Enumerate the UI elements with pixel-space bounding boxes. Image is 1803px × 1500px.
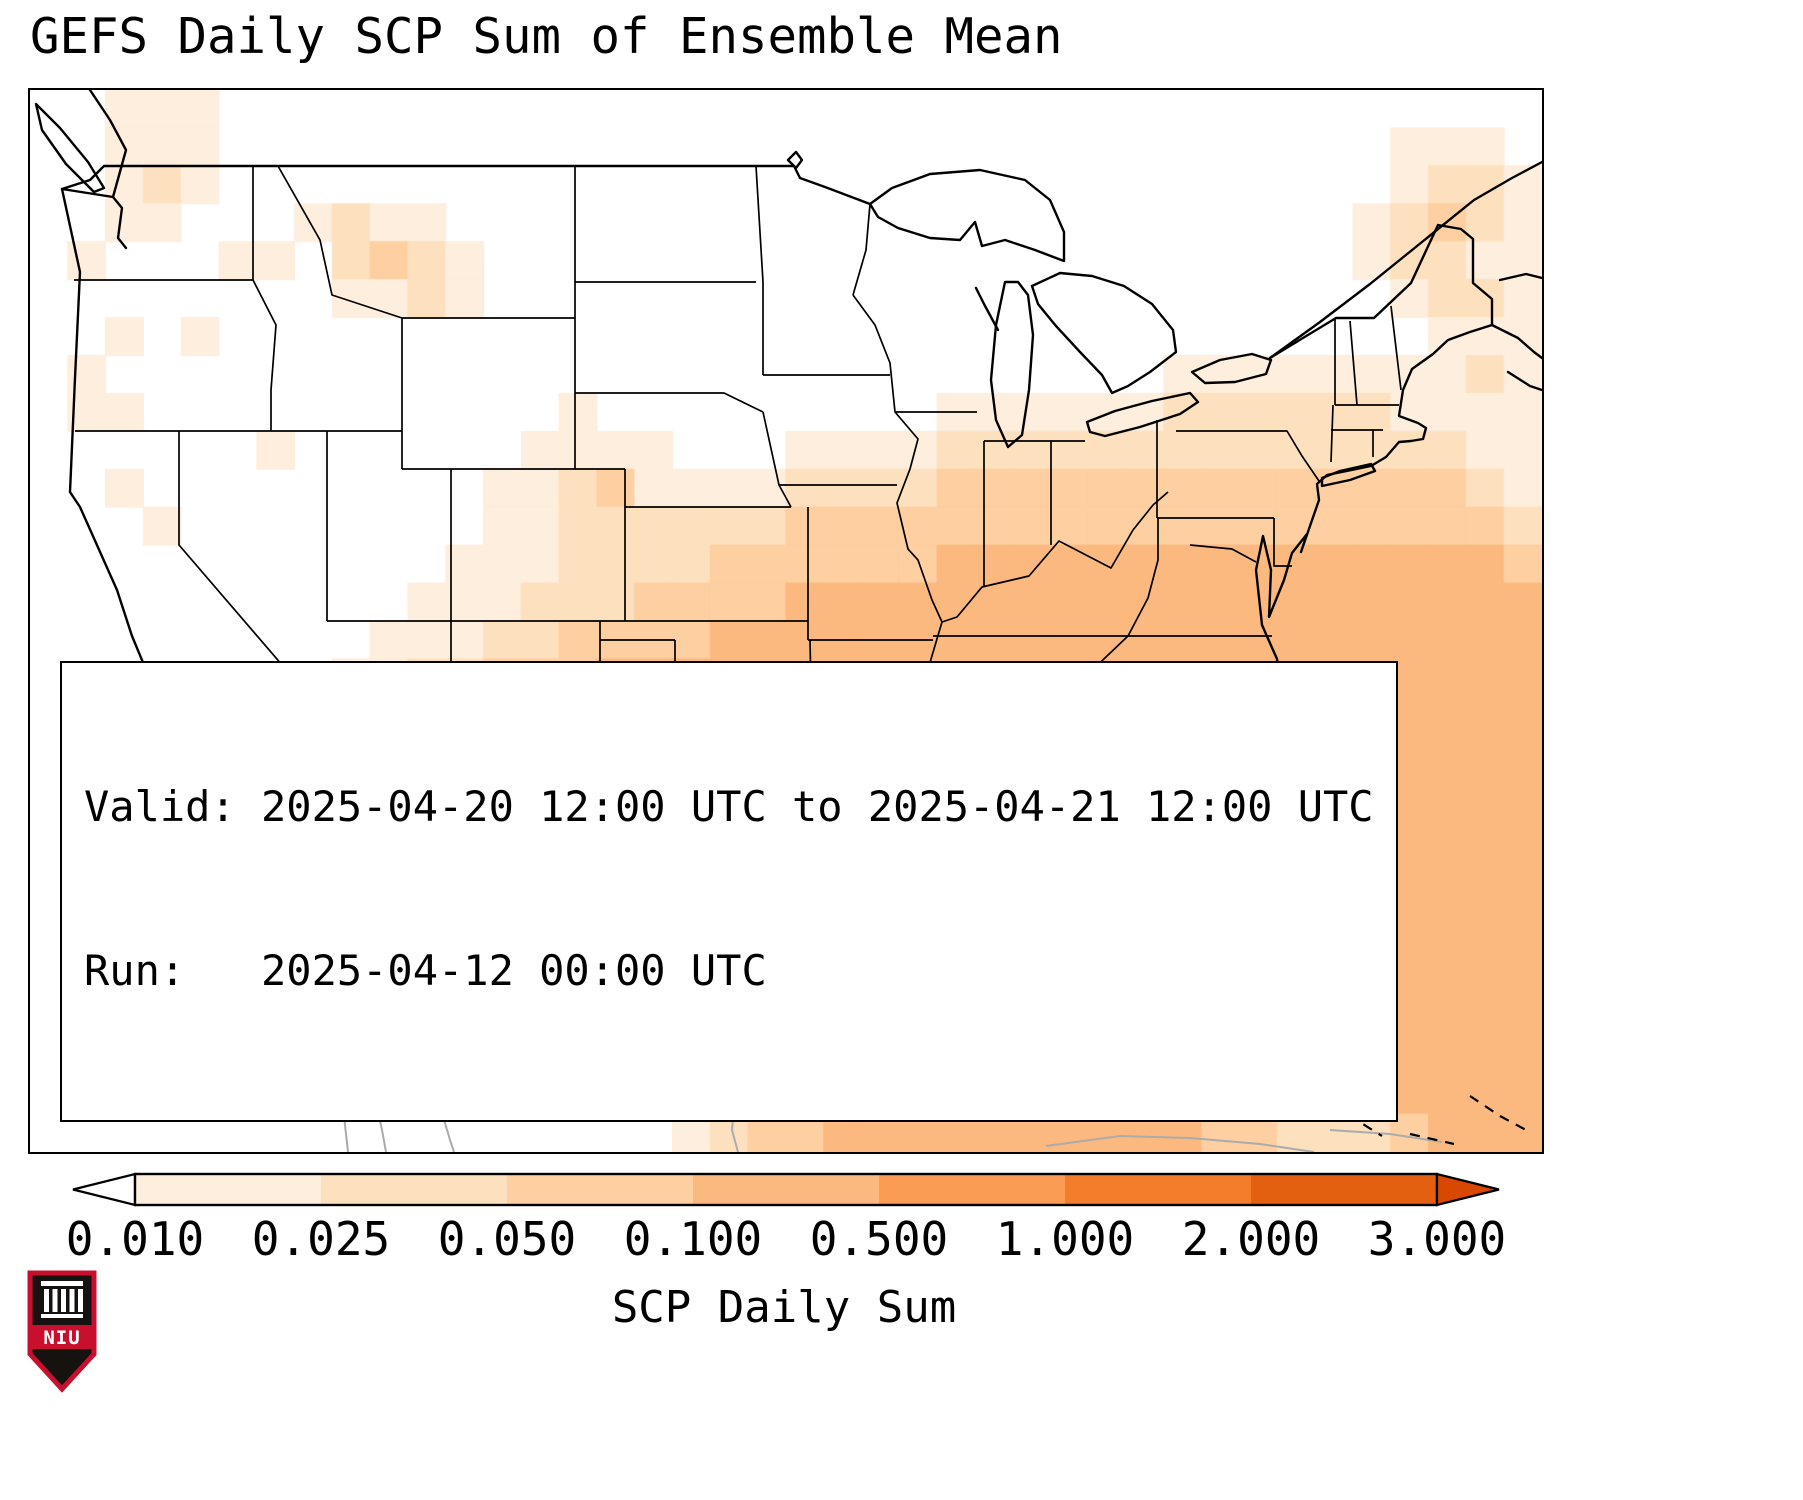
colorbar-tick: 0.100 <box>623 1212 763 1266</box>
run-line: Run: 2025-04-12 00:00 UTC <box>84 946 767 996</box>
castle-icon <box>41 1281 83 1318</box>
colorbar-tick: 0.050 <box>437 1212 577 1266</box>
valid-run-box: Valid: 2025-04-20 12:00 UTC to 2025-04-2… <box>60 661 1398 1122</box>
niu-logo-text: NIU <box>43 1327 80 1349</box>
colorbar-tick: 2.000 <box>1181 1212 1321 1266</box>
colorbar-segment <box>1251 1174 1437 1205</box>
colorbar-segment <box>879 1174 1065 1205</box>
map-panel: Valid: 2025-04-20 12:00 UTC to 2025-04-2… <box>28 88 1544 1154</box>
colorbar-tick: 0.500 <box>809 1212 949 1266</box>
colorbar-segment <box>1065 1174 1251 1205</box>
colorbar <box>72 1172 1500 1207</box>
page-title: GEFS Daily SCP Sum of Ensemble Mean <box>30 8 1063 65</box>
colorbar-under-arrow <box>72 1172 137 1207</box>
colorbar-tick: 0.010 <box>65 1212 205 1266</box>
valid-line: Valid: 2025-04-20 12:00 UTC to 2025-04-2… <box>84 782 1374 832</box>
colorbar-segment <box>135 1174 321 1205</box>
colorbar-tick: 1.000 <box>995 1212 1135 1266</box>
colorbar-tick-labels: 0.010 0.025 0.050 0.100 0.500 1.000 2.000 3.000 <box>28 1212 1540 1268</box>
colorbar-tick: 0.025 <box>251 1212 391 1266</box>
colorbar-tick: 3.000 <box>1367 1212 1507 1266</box>
colorbar-segment <box>507 1174 693 1205</box>
colorbar-segment <box>321 1174 507 1205</box>
colorbar-label: SCP Daily Sum <box>611 1282 957 1333</box>
colorbar-segment <box>693 1174 879 1205</box>
niu-band <box>30 1325 94 1349</box>
colorbar-over-arrow <box>1435 1172 1500 1207</box>
niu-logo: NIU <box>27 1270 97 1393</box>
